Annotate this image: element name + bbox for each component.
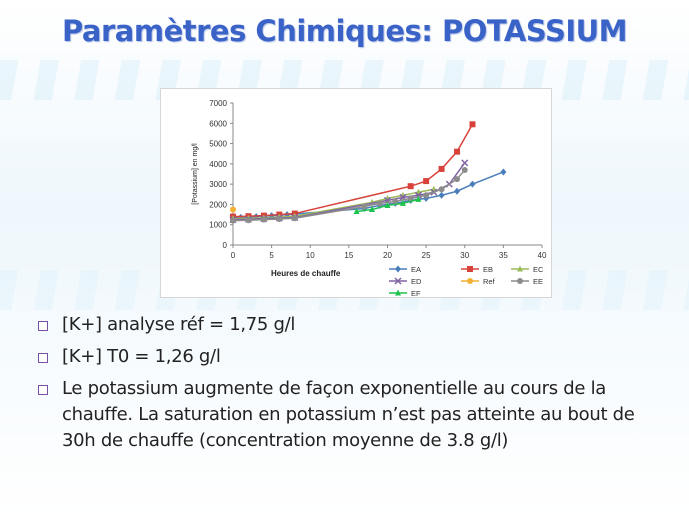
series-line [232,188,434,220]
chart-svg: 0 1000 2000 3000 4000 5000 6000 7000 0 5 10 15 20 25 3… [192,99,547,297]
series-ref [230,206,236,213]
legend-item: ED [389,277,422,286]
x-axis-label: Heures de chauffe [271,269,341,278]
series-eb [230,121,476,220]
data-point [467,278,473,284]
data-point [467,266,473,272]
data-point [517,265,523,272]
data-point [423,192,430,199]
series-line [232,162,466,221]
square-bullet-icon [38,321,48,331]
x-tick-label: 20 [383,251,392,260]
legend-label: Ref [483,277,496,286]
data-point [399,199,406,206]
series-line [232,171,504,219]
data-point [353,208,360,215]
y-tick-label: 0 [223,241,228,250]
data-point [454,176,461,183]
data-point [517,278,523,284]
data-point [415,195,422,202]
data-point [392,198,399,205]
series-line [232,123,474,218]
legend-item: EE [511,277,543,286]
data-point [376,200,383,207]
chart-legend: EA EB EC ED Ref EE EF [389,265,544,297]
bullet-item: [K+] analyse réf = 1,75 g/l [38,312,668,338]
legend-label: EF [411,289,421,297]
bullet-item: Le potassium augmente de façon exponenti… [38,376,668,454]
data-point [407,195,414,202]
data-point [454,187,461,195]
data-point-stroke [394,277,402,285]
data-point [438,165,445,172]
data-point [395,265,401,273]
y-tick-label: 1000 [209,221,227,230]
x-tick-label: 0 [231,251,236,260]
data-point [369,206,376,212]
data-point [500,168,507,176]
data-point [361,203,368,210]
series-ee [230,166,468,224]
potassium-chart: 0 1000 2000 3000 4000 5000 6000 7000 0 5 10 15 20 25 3… [160,88,552,298]
bullet-text: Le potassium augmente de façon exponenti… [62,378,635,451]
y-tick-label: 3000 [209,180,227,189]
bullet-text: [K+] T0 = 1,26 g/l [62,346,221,367]
y-tick-label: 7000 [209,99,227,108]
legend-item: EF [389,289,421,297]
data-point [384,201,391,208]
square-bullet-icon [38,385,48,395]
data-point [245,217,252,224]
series-ea [230,168,507,222]
data-point [438,191,445,199]
legend-item: EA [389,265,421,274]
data-point [469,121,476,128]
legend-label: EE [533,277,543,286]
y-tick-label: 5000 [209,140,227,149]
data-point [230,217,236,224]
data-point [395,289,401,296]
data-point [461,159,469,167]
data-point [454,148,461,155]
x-tick-label: 25 [422,251,431,260]
y-axis-label: [Potassium] en mg/l [192,143,199,205]
y-tick-label: 2000 [209,200,227,209]
data-point [394,277,402,285]
x-tick-label: 15 [344,251,353,260]
x-tick-label: 30 [460,251,469,260]
slide-title: Paramètres Chimiques: POTASSIUM [61,14,628,48]
legend-item: EB [461,265,493,274]
data-point [276,216,283,223]
data-point-stroke [399,193,407,201]
data-point [461,166,468,173]
data-point-stroke [461,159,469,167]
data-point [423,178,430,185]
data-point [438,186,445,193]
data-point [260,216,267,223]
bullet-list: [K+] analyse réf = 1,75 g/l [K+] T0 = 1,… [38,312,668,460]
y-tick-label: 6000 [209,119,227,128]
x-tick-label: 35 [499,251,508,260]
square-bullet-icon [38,353,48,363]
legend-label: EA [411,265,421,274]
bullet-item: [K+] T0 = 1,26 g/l [38,344,668,370]
data-point [291,215,298,222]
bullet-text: [K+] analyse réf = 1,75 g/l [62,314,296,335]
legend-item: EC [511,265,544,274]
data-point [230,206,236,213]
data-point [407,183,414,190]
x-tick-label: 10 [306,251,315,260]
x-tick-label: 40 [538,251,547,260]
y-tick-label: 4000 [209,160,227,169]
series-ef [353,195,422,215]
legend-label: ED [411,277,422,286]
legend-label: EB [483,265,493,274]
x-tick-label: 5 [269,251,274,260]
data-point [469,180,476,188]
legend-label: EC [533,265,544,274]
legend-item: Ref [461,277,496,286]
